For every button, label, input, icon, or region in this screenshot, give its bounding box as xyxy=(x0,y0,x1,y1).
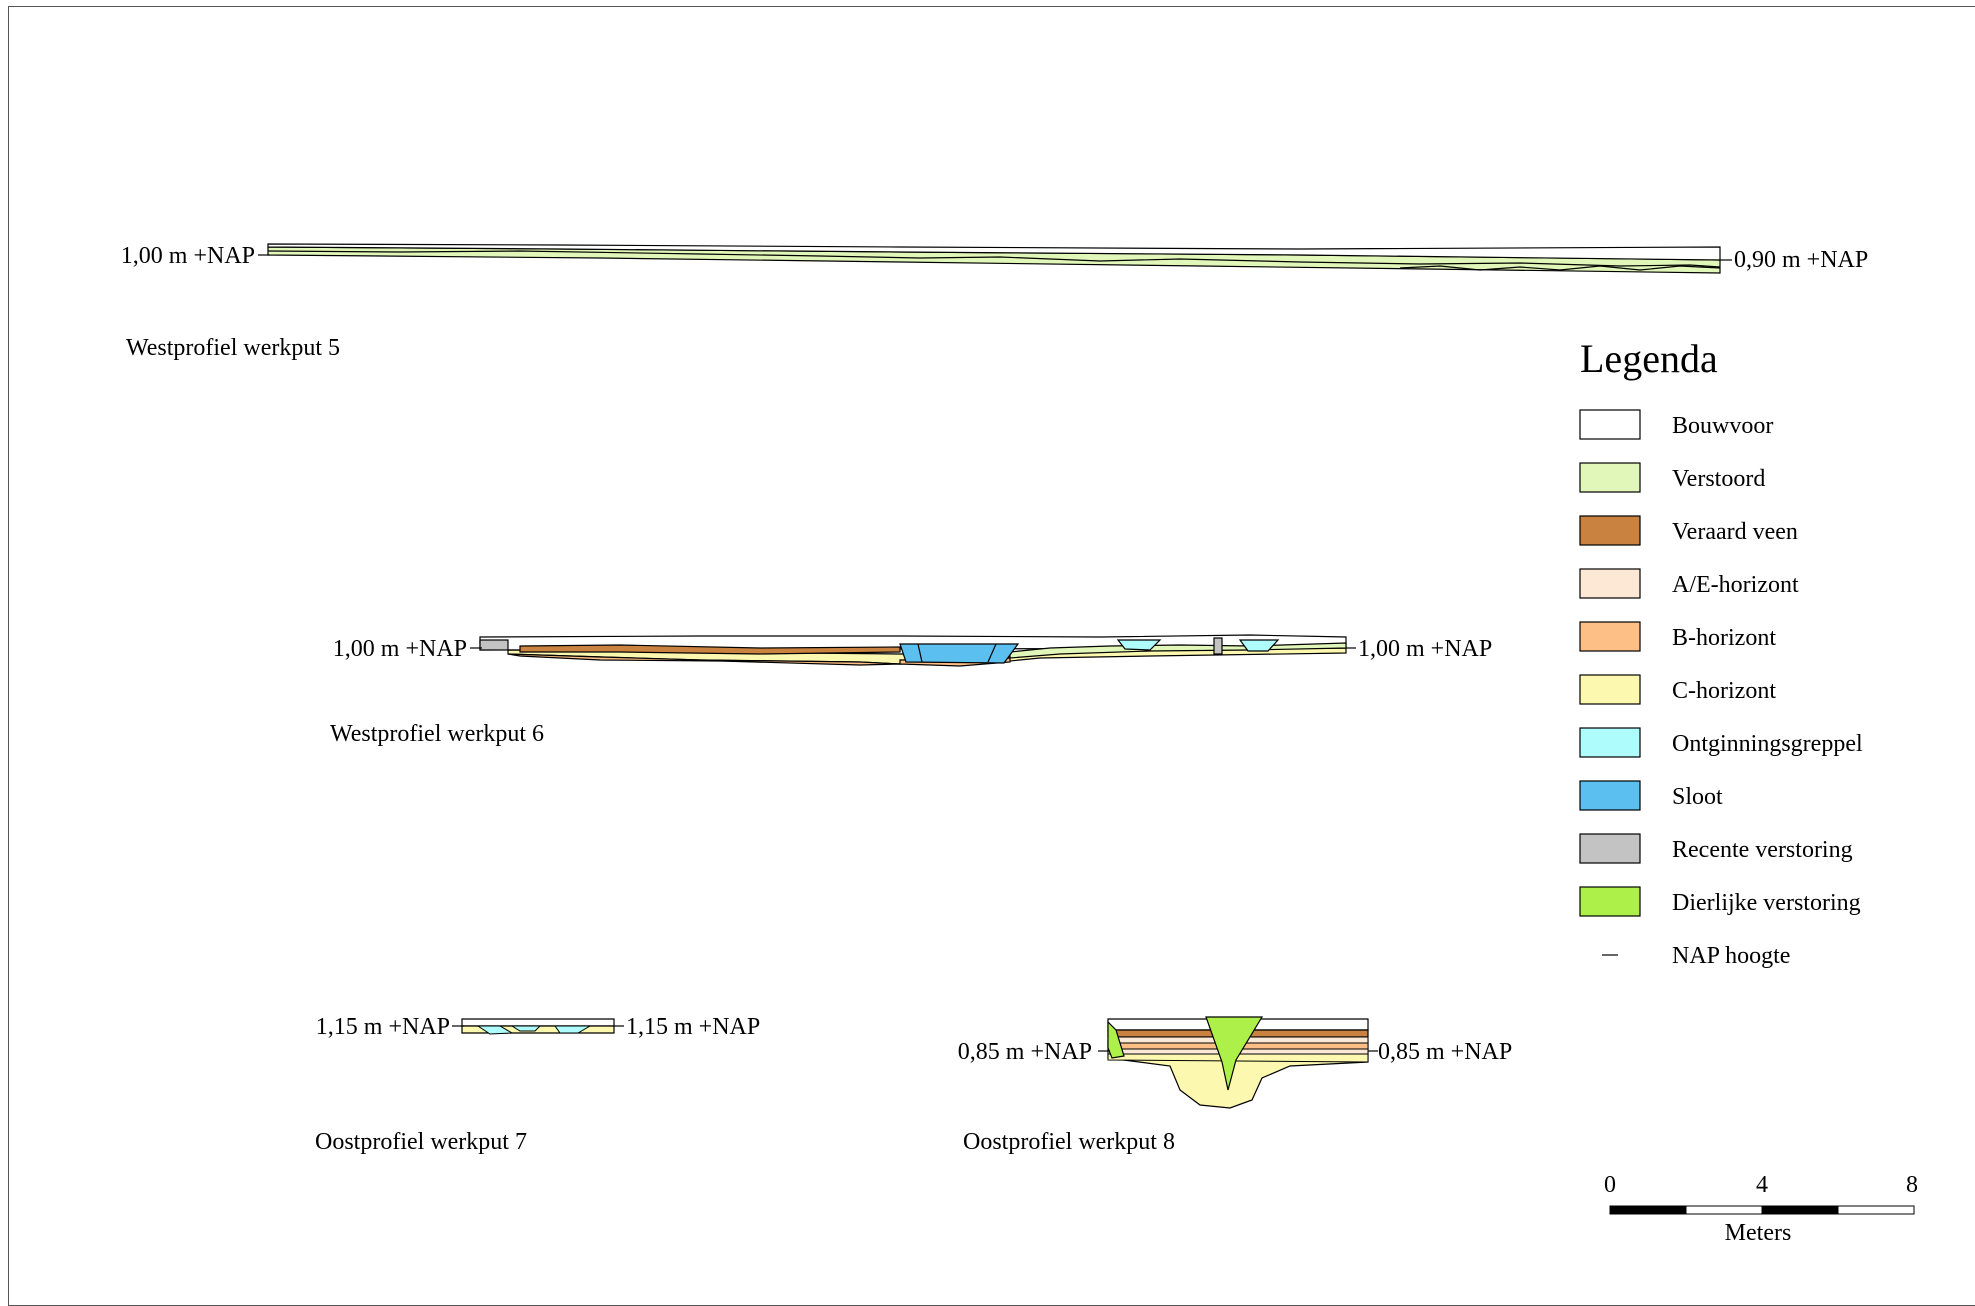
dierlijke-verstoring xyxy=(1205,1016,1264,1091)
profile-title: Westprofiel werkput 6 xyxy=(330,721,544,747)
nap-level-left: 1,15 m +NAP xyxy=(316,1014,450,1040)
legend-swatch xyxy=(1579,780,1641,811)
bouwvoor-layer xyxy=(461,1018,615,1027)
legend-swatch xyxy=(1579,727,1641,758)
scale-tick-label: 0 xyxy=(1604,1172,1616,1198)
nap-level-left: 1,00 m +NAP xyxy=(121,243,255,269)
legend-item-label: Verstoord xyxy=(1672,466,1765,492)
profile-title: Oostprofiel werkput 8 xyxy=(963,1129,1175,1155)
legend-item-label: Sloot xyxy=(1672,784,1723,810)
greppel-feature xyxy=(1116,639,1162,651)
sloot-boundary xyxy=(917,643,923,663)
legend-item-label: NAP hoogte xyxy=(1672,943,1790,969)
legend-item-label: B-horizont xyxy=(1672,625,1776,651)
veen-layer xyxy=(519,644,901,655)
profile-werkput-6: 1,00 m +NAP 1,00 m +NAP Westprofiel werk… xyxy=(330,634,1492,747)
scale-tick-label: 8 xyxy=(1906,1172,1918,1198)
legend-item-label: C-horizont xyxy=(1672,678,1776,704)
greppel-feature xyxy=(476,1025,592,1035)
recente-verstoring xyxy=(479,639,509,651)
legend-item-label: Veraard veen xyxy=(1672,519,1798,545)
sloot-feature xyxy=(899,643,1020,664)
nap-level-right: 0,85 m +NAP xyxy=(1378,1039,1512,1065)
scale-unit-label: Meters xyxy=(1725,1220,1792,1246)
legend-item-label: Dierlijke verstoring xyxy=(1672,890,1861,916)
greppel-feature xyxy=(1238,639,1280,652)
nap-level-left: 0,85 m +NAP xyxy=(958,1039,1092,1065)
dierlijke-verstoring xyxy=(1107,1020,1125,1059)
profile-werkput-8: 0,85 m +NAP 0,85 m +NAP Oostprofiel werk… xyxy=(958,1016,1512,1155)
legend-title: Legenda xyxy=(1580,336,1718,381)
legend: Legenda Bouwvoor Verstoord Veraard veen A/E… xyxy=(1579,336,1863,969)
scale-bar: 0 4 8 Meters xyxy=(1604,1172,1918,1246)
legend-swatch xyxy=(1579,409,1641,440)
legend-swatch xyxy=(1579,833,1641,864)
recente-verstoring xyxy=(1213,637,1223,655)
nap-level-left: 1,00 m +NAP xyxy=(333,636,467,662)
legend-item-label: A/E-horizont xyxy=(1672,572,1799,598)
legend-swatch xyxy=(1579,462,1641,493)
profile-werkput-7: 1,15 m +NAP 1,15 m +NAP Oostprofiel werk… xyxy=(315,1014,760,1155)
legend-swatch xyxy=(1579,515,1641,546)
legend-item-label: Ontginningsgreppel xyxy=(1672,731,1863,757)
sloot-boundary xyxy=(987,643,997,663)
nap-level-right: 1,15 m +NAP xyxy=(626,1014,760,1040)
layer-boundary xyxy=(1399,265,1721,271)
nap-level-right: 1,00 m +NAP xyxy=(1358,636,1492,662)
legend-item-label: Recente verstoring xyxy=(1672,837,1853,863)
legend-swatch xyxy=(1579,674,1641,705)
legend-swatch xyxy=(1579,621,1641,652)
scale-segment xyxy=(1609,1205,1687,1215)
c-horizont-band xyxy=(1107,1053,1369,1063)
legend-item-label: Bouwvoor xyxy=(1672,413,1773,439)
layer-boundary xyxy=(267,250,1721,268)
legend-swatch xyxy=(1579,568,1641,599)
legend-swatch xyxy=(1579,886,1641,917)
scale-segment xyxy=(1761,1205,1839,1215)
profile-title: Westprofiel werkput 5 xyxy=(126,335,340,361)
scale-segment xyxy=(1837,1205,1915,1215)
nap-level-right: 0,90 m +NAP xyxy=(1734,247,1868,273)
profile-werkput-5: 1,00 m +NAP 0,90 m +NAP Westprofiel werk… xyxy=(121,243,1868,361)
profile-title: Oostprofiel werkput 7 xyxy=(315,1129,527,1155)
scale-segment xyxy=(1685,1205,1763,1215)
scale-tick-label: 4 xyxy=(1756,1172,1768,1198)
